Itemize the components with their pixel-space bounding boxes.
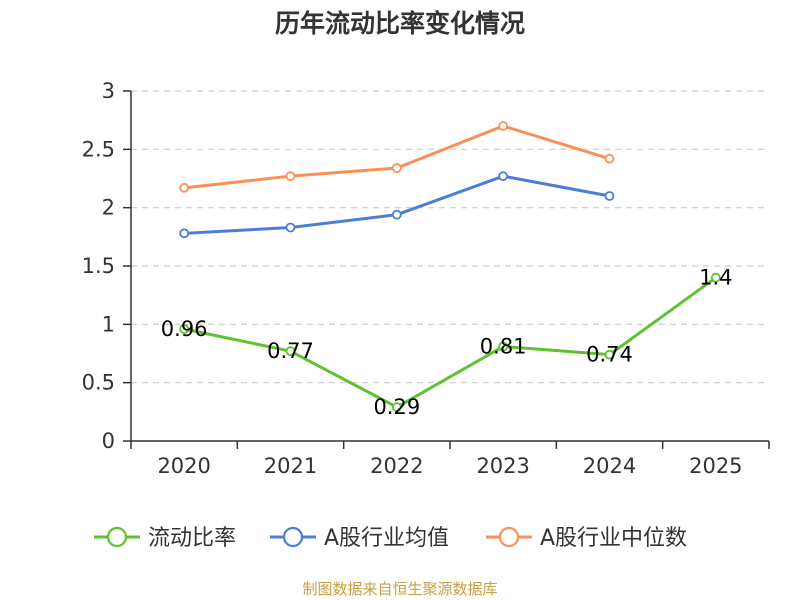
- y-tick-label: 1: [102, 312, 115, 336]
- y-tick-label: 1.5: [82, 254, 115, 278]
- x-tick-label: 2023: [476, 454, 529, 478]
- data-label: 0.74: [586, 343, 633, 367]
- data-point[interactable]: [391, 402, 402, 413]
- legend-swatch-marker[interactable]: [106, 526, 128, 548]
- legend[interactable]: 流动比率 A股行业均值 A股行业中位数: [94, 526, 687, 551]
- data-point[interactable]: [604, 153, 615, 164]
- grid: [131, 90, 769, 384]
- legend-label[interactable]: 流动比率: [148, 526, 236, 551]
- x-tick-label: 2022: [370, 454, 423, 478]
- data-label: 0.96: [161, 317, 208, 341]
- legend-label[interactable]: A股行业均值: [324, 526, 449, 551]
- data-point[interactable]: [179, 324, 190, 334]
- x-tick-label: 2025: [689, 454, 742, 478]
- data-point[interactable]: [391, 163, 402, 173]
- data-point[interactable]: [285, 346, 296, 357]
- legend-swatch-marker[interactable]: [498, 526, 520, 548]
- data-point[interactable]: [498, 121, 509, 131]
- data-label: 0.77: [267, 339, 314, 363]
- x-tick-label: 2020: [157, 454, 210, 478]
- data-label: 0.81: [480, 335, 527, 359]
- data-point[interactable]: [604, 191, 615, 201]
- data-labels: 0.96 0.77 0.29 0.81 0.74 1.4: [161, 266, 733, 420]
- series-line: [184, 174, 610, 235]
- legend-swatch-marker[interactable]: [282, 526, 304, 548]
- y-tick-label: 3: [102, 79, 115, 103]
- data-label: 0.29: [373, 395, 420, 419]
- y-tick-label: 0: [102, 429, 115, 453]
- x-tick-label: 2024: [583, 454, 636, 478]
- x-tick-label: 2021: [264, 454, 317, 478]
- data-point[interactable]: [179, 228, 190, 239]
- data-point[interactable]: [604, 349, 615, 360]
- data-label: 1.4: [699, 266, 732, 290]
- data-point[interactable]: [391, 209, 402, 220]
- data-point[interactable]: [498, 171, 509, 182]
- series-line: [184, 124, 610, 190]
- data-point[interactable]: [285, 222, 296, 233]
- data-point[interactable]: [285, 171, 296, 182]
- source-note: 制图数据来自恒生聚源数据库: [302, 580, 497, 598]
- chart-title: 历年流动比率变化情况: [275, 9, 525, 38]
- y-tick-label: 2.5: [82, 137, 115, 161]
- data-point[interactable]: [179, 182, 190, 193]
- series-line: [183, 276, 717, 409]
- data-point[interactable]: [710, 272, 721, 283]
- series: [179, 121, 721, 413]
- y-tick-label: 0.5: [82, 371, 115, 395]
- legend-label[interactable]: A股行业中位数: [540, 526, 687, 551]
- data-point[interactable]: [498, 341, 509, 352]
- y-tick-label: 2: [102, 196, 115, 220]
- axes: 0 0.5 1 1.5 2 2.5 3 2020 2021 2022 2023 2024 2025: [82, 79, 770, 478]
